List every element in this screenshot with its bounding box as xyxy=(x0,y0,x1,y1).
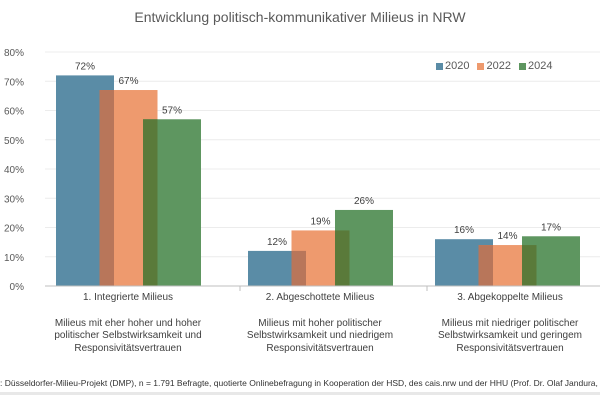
data-label: 57% xyxy=(162,105,182,116)
y-tick-label: 60% xyxy=(4,107,24,118)
bar-overlap xyxy=(143,119,158,287)
bar-overlap xyxy=(522,245,537,286)
legend-label: 2022 xyxy=(486,60,511,72)
y-tick-label: 80% xyxy=(4,48,24,59)
bar-overlap xyxy=(291,250,306,286)
legend-item-2024: 2024 xyxy=(518,60,553,72)
category-name: 2. Abgeschottete Milieus xyxy=(265,292,375,303)
category-label-abgeschottete: 2. Abgeschottete Milieus Milieus mit hoh… xyxy=(235,292,405,355)
y-tick-label: 40% xyxy=(4,165,24,176)
legend: 2020 2022 2024 xyxy=(436,60,552,72)
y-tick-label: 20% xyxy=(4,224,24,235)
data-label: 16% xyxy=(454,225,474,236)
category-description: Milieus mit hoher politischer Selbstwirk… xyxy=(246,317,394,354)
category-description: Milieus mit niedriger politischer Selbst… xyxy=(438,317,582,354)
legend-item-2020: 2020 xyxy=(436,60,469,72)
legend-swatch xyxy=(436,62,443,70)
category-label-abgekoppelte: 3. Abgekoppelte Milieus Milieus mit nied… xyxy=(425,292,595,355)
y-tick-label: 30% xyxy=(4,194,24,205)
data-label: 26% xyxy=(354,196,374,207)
data-label: 12% xyxy=(267,237,287,248)
category-label-integrierte: 1. Integrierte Milieus Milieus mit eher … xyxy=(43,292,213,355)
y-tick-label: 10% xyxy=(4,253,24,264)
legend-item-2022: 2022 xyxy=(477,60,511,72)
bar-overlap xyxy=(478,245,493,286)
y-tick-label: 70% xyxy=(4,77,24,88)
legend-label: 2020 xyxy=(445,60,470,72)
data-label: 67% xyxy=(118,76,138,87)
data-label: 14% xyxy=(497,231,517,242)
legend-swatch xyxy=(477,62,485,70)
data-label: 72% xyxy=(75,61,95,72)
bar-overlap xyxy=(99,90,114,287)
source-footnote: : Düsseldorfer-Milieu-Projekt (DMP), n =… xyxy=(0,378,600,395)
category-name: 1. Integrierte Milieus xyxy=(82,292,174,303)
data-label: 17% xyxy=(541,222,561,233)
data-label: 19% xyxy=(310,216,330,227)
category-name: 3. Abgekoppelte Milieus xyxy=(457,292,563,303)
y-tick-label: 0% xyxy=(10,282,25,293)
bar-overlap xyxy=(335,230,350,286)
y-tick-label: 50% xyxy=(4,136,24,147)
chart-title: Entwicklung politisch-kommunikativer Mil… xyxy=(134,9,466,25)
category-description: Milieus mit eher hoher und hoher politis… xyxy=(54,317,202,354)
legend-label: 2024 xyxy=(527,60,553,72)
legend-swatch xyxy=(518,62,526,70)
